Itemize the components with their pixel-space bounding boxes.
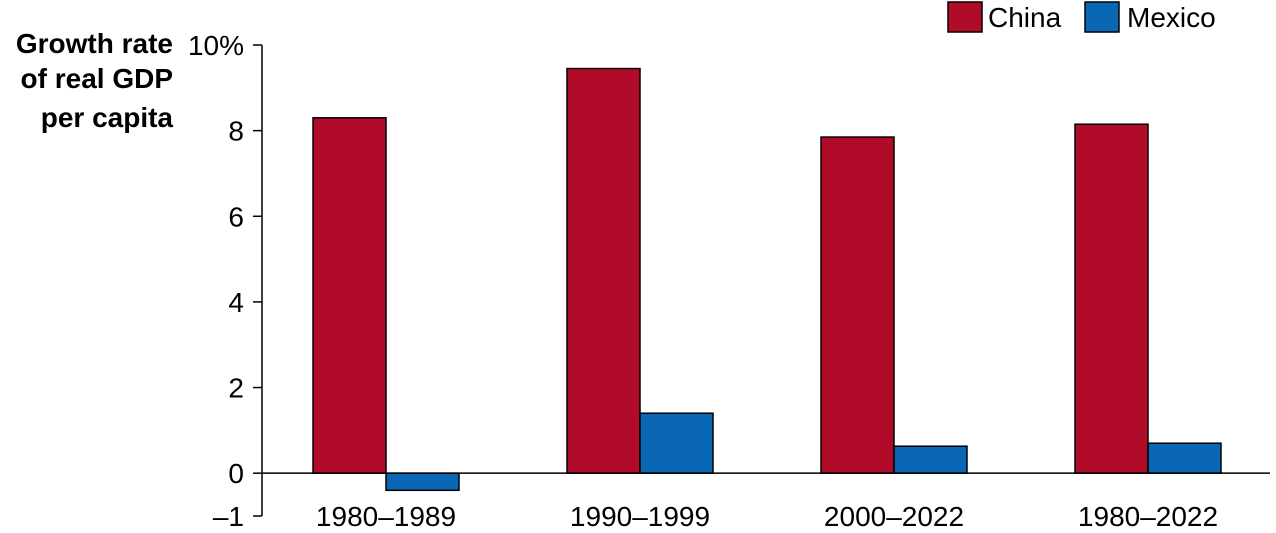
bar-china-2 (566, 67, 641, 474)
legend-swatch-mexico (1084, 1, 1120, 33)
y-tick-label: 10% (188, 30, 244, 61)
x-tick-label: 2000–2022 (824, 501, 964, 532)
y-axis-title-line-2: of real GDP (21, 63, 173, 94)
y-tick-label: 0 (228, 458, 244, 489)
y-axis-title: Growth rate of real GDP per capita (16, 28, 174, 133)
y-tick-label: –1 (213, 501, 244, 532)
bar-mexico-1 (385, 472, 460, 492)
y-tick-label: 8 (228, 116, 244, 147)
bar-mexico-3 (893, 445, 968, 474)
bar-china-4 (1074, 123, 1149, 474)
x-tick-label: 1980–1989 (316, 501, 456, 532)
x-tick-label: 1990–1999 (570, 501, 710, 532)
bar-mexico-4 (1147, 442, 1222, 474)
y-axis-title-line-3: per capita (41, 102, 174, 133)
y-tick-label: 6 (228, 201, 244, 232)
y-tick-label: 2 (228, 373, 244, 404)
y-tick-label: 4 (228, 287, 244, 318)
legend: China Mexico (947, 1, 1216, 33)
legend-swatch-china (947, 1, 983, 33)
bar-mexico-2 (639, 412, 714, 474)
y-axis-title-line-1: Growth rate (16, 28, 173, 59)
legend-label-china: China (988, 2, 1062, 33)
axes-layer: 1980–1989 1990–1999 2000–2022 1980–2022 10% 8… (188, 30, 1270, 532)
x-tick-label: 1980–2022 (1078, 501, 1218, 532)
bar-china-3 (820, 136, 895, 474)
bars-layer (312, 67, 1222, 492)
bar-china-1 (312, 117, 387, 474)
legend-label-mexico: Mexico (1127, 2, 1216, 33)
